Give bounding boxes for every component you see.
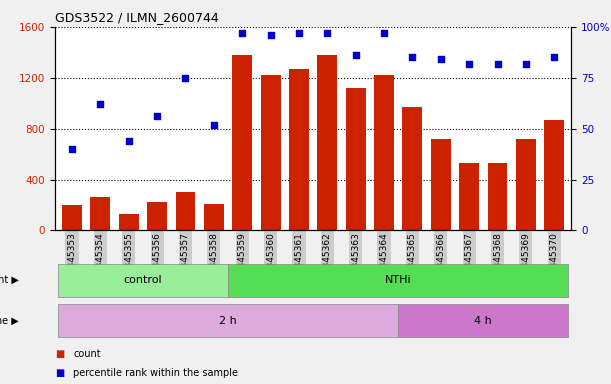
Bar: [488, 163, 508, 230]
Text: GDS3522 / ILMN_2600744: GDS3522 / ILMN_2600744: [55, 11, 219, 24]
Text: 4 h: 4 h: [475, 316, 492, 326]
FancyBboxPatch shape: [398, 304, 568, 337]
Point: [181, 74, 191, 81]
Bar: [317, 55, 337, 230]
Bar: [346, 88, 365, 230]
Bar: [374, 75, 394, 230]
Bar: [516, 139, 536, 230]
Point: [549, 55, 559, 61]
Bar: [119, 214, 139, 230]
Bar: [175, 192, 196, 230]
FancyBboxPatch shape: [58, 264, 228, 297]
Text: time ▶: time ▶: [0, 316, 19, 326]
Text: 2 h: 2 h: [219, 316, 237, 326]
Bar: [544, 120, 564, 230]
Bar: [62, 205, 82, 230]
Bar: [232, 55, 252, 230]
Point: [436, 56, 445, 63]
Text: control: control: [123, 275, 163, 285]
Point: [379, 30, 389, 36]
Point: [95, 101, 105, 107]
Bar: [431, 139, 451, 230]
Point: [152, 113, 162, 119]
Point: [67, 146, 77, 152]
Point: [209, 121, 219, 127]
Point: [237, 30, 247, 36]
Bar: [147, 202, 167, 230]
Bar: [90, 197, 111, 230]
Point: [521, 60, 531, 66]
Bar: [261, 75, 280, 230]
Point: [351, 52, 360, 58]
Point: [464, 60, 474, 66]
Bar: [204, 204, 224, 230]
Bar: [403, 107, 422, 230]
Point: [294, 30, 304, 36]
Text: percentile rank within the sample: percentile rank within the sample: [73, 368, 238, 378]
Bar: [289, 69, 309, 230]
Point: [266, 32, 276, 38]
Text: count: count: [73, 349, 101, 359]
Text: NTHi: NTHi: [385, 275, 412, 285]
Point: [492, 60, 502, 66]
FancyBboxPatch shape: [58, 304, 398, 337]
Point: [323, 30, 332, 36]
Text: ■: ■: [55, 349, 64, 359]
Text: agent ▶: agent ▶: [0, 275, 19, 285]
Bar: [459, 163, 479, 230]
Point: [124, 138, 134, 144]
Text: ■: ■: [55, 368, 64, 378]
Point: [408, 55, 417, 61]
FancyBboxPatch shape: [228, 264, 568, 297]
